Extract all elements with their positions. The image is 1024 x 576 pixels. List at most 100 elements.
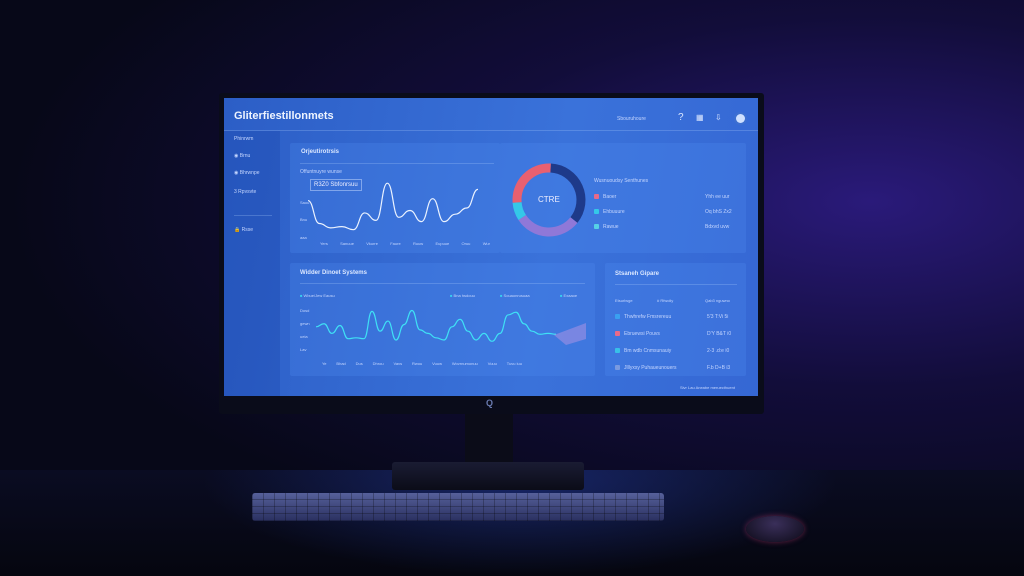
label: Rpvsvte bbox=[238, 189, 257, 195]
column-header: Qab3 nguwno bbox=[705, 298, 730, 303]
legend-item: ■ Souaonrusuaa bbox=[500, 293, 530, 298]
donut-segment bbox=[518, 214, 578, 237]
sidebar: Phinrwm ◉ Brnu ◉ Bhrwnpe 3 Rpvsvte 🔒 Rss… bbox=[224, 131, 280, 396]
y-tick-label: ueia bbox=[300, 334, 308, 339]
legend-label: Rawue bbox=[603, 224, 619, 230]
x-axis: Ye Bhad Dus Dhrou Vavs Rwou Vuuw Wovrnumonuu Vuu… bbox=[322, 361, 522, 366]
sidebar-item-4[interactable]: 🔒 Rsse bbox=[234, 227, 254, 233]
label: Exaaoe bbox=[563, 293, 578, 298]
column-header: Etsurlwge bbox=[615, 298, 633, 303]
column-header: # Rfwoliy bbox=[657, 298, 674, 303]
card-title: Widder Dinoet Systems bbox=[300, 270, 367, 276]
table-card: Stsaneh Gipare Etsurlwge # Rfwoliy Qab3 … bbox=[605, 263, 746, 376]
value-badge: R3Z0 Sbfonrsuu bbox=[310, 179, 362, 191]
label: Rsse bbox=[241, 227, 254, 233]
y-label: Bnu bbox=[300, 217, 308, 222]
keyboard[interactable] bbox=[252, 493, 664, 521]
x-tick-label: Yers bbox=[320, 241, 328, 246]
legend-item: ■ Exaaoe bbox=[560, 293, 578, 298]
y-tick-label: Lav bbox=[300, 347, 307, 352]
y-tick-label: gewn bbox=[300, 321, 310, 326]
x-tick-label: Wur bbox=[482, 241, 490, 246]
y-label: aaa bbox=[300, 235, 307, 240]
y-tick-label: Dosd bbox=[300, 308, 310, 313]
x-tick-label: Oruu bbox=[461, 241, 471, 246]
label: Bna hsdouu bbox=[453, 293, 475, 298]
legend-swatch bbox=[594, 224, 599, 229]
table-row-value: 5'3 T:Vi 5i bbox=[707, 314, 729, 320]
row-icon bbox=[615, 348, 620, 353]
area-highlight bbox=[554, 323, 586, 345]
card-title: Stsaneh Gipare bbox=[615, 271, 660, 277]
legend-item: ■ Bna hsdouu bbox=[450, 293, 475, 298]
x-tick-label: Ye bbox=[322, 361, 327, 366]
donut-chart bbox=[512, 163, 586, 237]
legend-value: Oq bhS Zx2 bbox=[705, 209, 732, 215]
x-tick-label: Faure bbox=[390, 241, 401, 246]
donut-center-label: CTRE bbox=[538, 195, 560, 204]
card-subtitle: Offuntnuyre wunse bbox=[300, 169, 342, 175]
legend-swatch bbox=[594, 194, 599, 199]
monitor-base bbox=[392, 462, 584, 490]
chart-icon[interactable]: ▦ bbox=[696, 113, 704, 122]
legend-label: Ehbuuure bbox=[603, 209, 625, 215]
label: Brnu bbox=[239, 153, 251, 159]
x-tick-label: Vuuw bbox=[432, 361, 442, 366]
x-tick-label: Vkurre bbox=[366, 241, 378, 246]
app-title: Gliterfiestillonmets bbox=[234, 110, 334, 122]
x-tick-label: Sanuue bbox=[340, 241, 354, 246]
help-icon[interactable]: ? bbox=[678, 112, 684, 123]
donut-segment bbox=[512, 163, 551, 203]
x-tick-label: Rwou bbox=[411, 361, 423, 366]
sidebar-item-1[interactable]: ◉ Brnu bbox=[234, 153, 251, 159]
line-chart-card: Orjeutirotrsis Offuntnuyre wunse R3Z0 Sb… bbox=[290, 143, 500, 253]
row-icon bbox=[615, 331, 620, 336]
table-row-value: F.b D+B i3 bbox=[707, 365, 731, 371]
x-tick-label: Vavs bbox=[393, 361, 403, 366]
donut-card: CTRE Wusnuoudsy Senthunes Baoer Yhh ee uu… bbox=[500, 143, 746, 253]
wave-chart bbox=[316, 309, 586, 345]
x-tick-label: Dhrou bbox=[372, 361, 384, 366]
x-tick-label: Ruuw bbox=[412, 241, 424, 246]
row-icon bbox=[615, 314, 620, 319]
legend-title: Wusnuoudsy Senthunes bbox=[594, 178, 649, 184]
sidebar-item-2[interactable]: ◉ Bhrwnpe bbox=[234, 170, 260, 176]
legend-value: Yhh ee uur bbox=[705, 194, 730, 200]
dashboard-screen: Gliterfiestillonmets Sbouruhoure ? ▦ ⇩ P… bbox=[224, 98, 758, 396]
donut-segment bbox=[512, 201, 527, 220]
table-row-value: 2-3 .d:e i0 bbox=[707, 348, 730, 354]
line-series bbox=[316, 309, 557, 342]
legend-swatch bbox=[594, 209, 599, 214]
x-tick-label: Dus bbox=[355, 361, 363, 366]
mouse[interactable] bbox=[746, 516, 804, 542]
table-row-name: Ebruewsi Pouvs bbox=[624, 331, 660, 337]
table-row-value: D'Y B&T i0 bbox=[707, 331, 732, 337]
sidebar-section: Phinrwm bbox=[234, 136, 254, 142]
download-icon[interactable]: ⇩ bbox=[715, 113, 722, 122]
y-label: Saou bbox=[300, 200, 310, 205]
wave-chart-card: Widder Dinoet Systems ■ Wbue/Jew Eausu ■… bbox=[290, 263, 595, 376]
monitor-stand bbox=[465, 412, 513, 468]
sidebar-item-3[interactable]: 3 Rpvsvte bbox=[234, 189, 257, 195]
x-tick-label: Vuuu bbox=[487, 361, 497, 366]
x-tick-label: Eupuue bbox=[435, 241, 450, 246]
donut-segment bbox=[550, 163, 586, 223]
x-axis: Yers Sanuue Vkurre Faure Ruuw Eupuue Oruu Wur bbox=[320, 241, 490, 246]
x-tick-label: Bhad bbox=[336, 361, 346, 366]
monitor-logo: Q bbox=[486, 398, 494, 408]
row-icon bbox=[615, 365, 620, 370]
x-tick-label: Wovrnumonuu bbox=[451, 361, 478, 366]
legend-item: ■ Wbue/Jew Eausu bbox=[300, 293, 335, 298]
table-row-name: Jlllyxsy Puhaueunouers bbox=[624, 365, 677, 371]
footer-text: Sivr Lau Aneabe meruecthuent bbox=[680, 385, 735, 390]
label: Bhrwnpe bbox=[239, 170, 260, 176]
table-row-name: Thwhrefw Fmsrereuu bbox=[624, 314, 672, 320]
table-row-name: Bm wdb Cnmsunauiy bbox=[624, 348, 672, 354]
legend-value: Bdxvd uvw bbox=[705, 224, 730, 230]
line-chart bbox=[308, 182, 479, 231]
profile-icon[interactable] bbox=[736, 114, 745, 123]
card-title: Orjeutirotrsis bbox=[301, 149, 340, 155]
line-series bbox=[308, 182, 479, 231]
x-tick-label: Tuvu iuu bbox=[506, 361, 522, 366]
header-text[interactable]: Sbouruhoure bbox=[617, 116, 646, 122]
